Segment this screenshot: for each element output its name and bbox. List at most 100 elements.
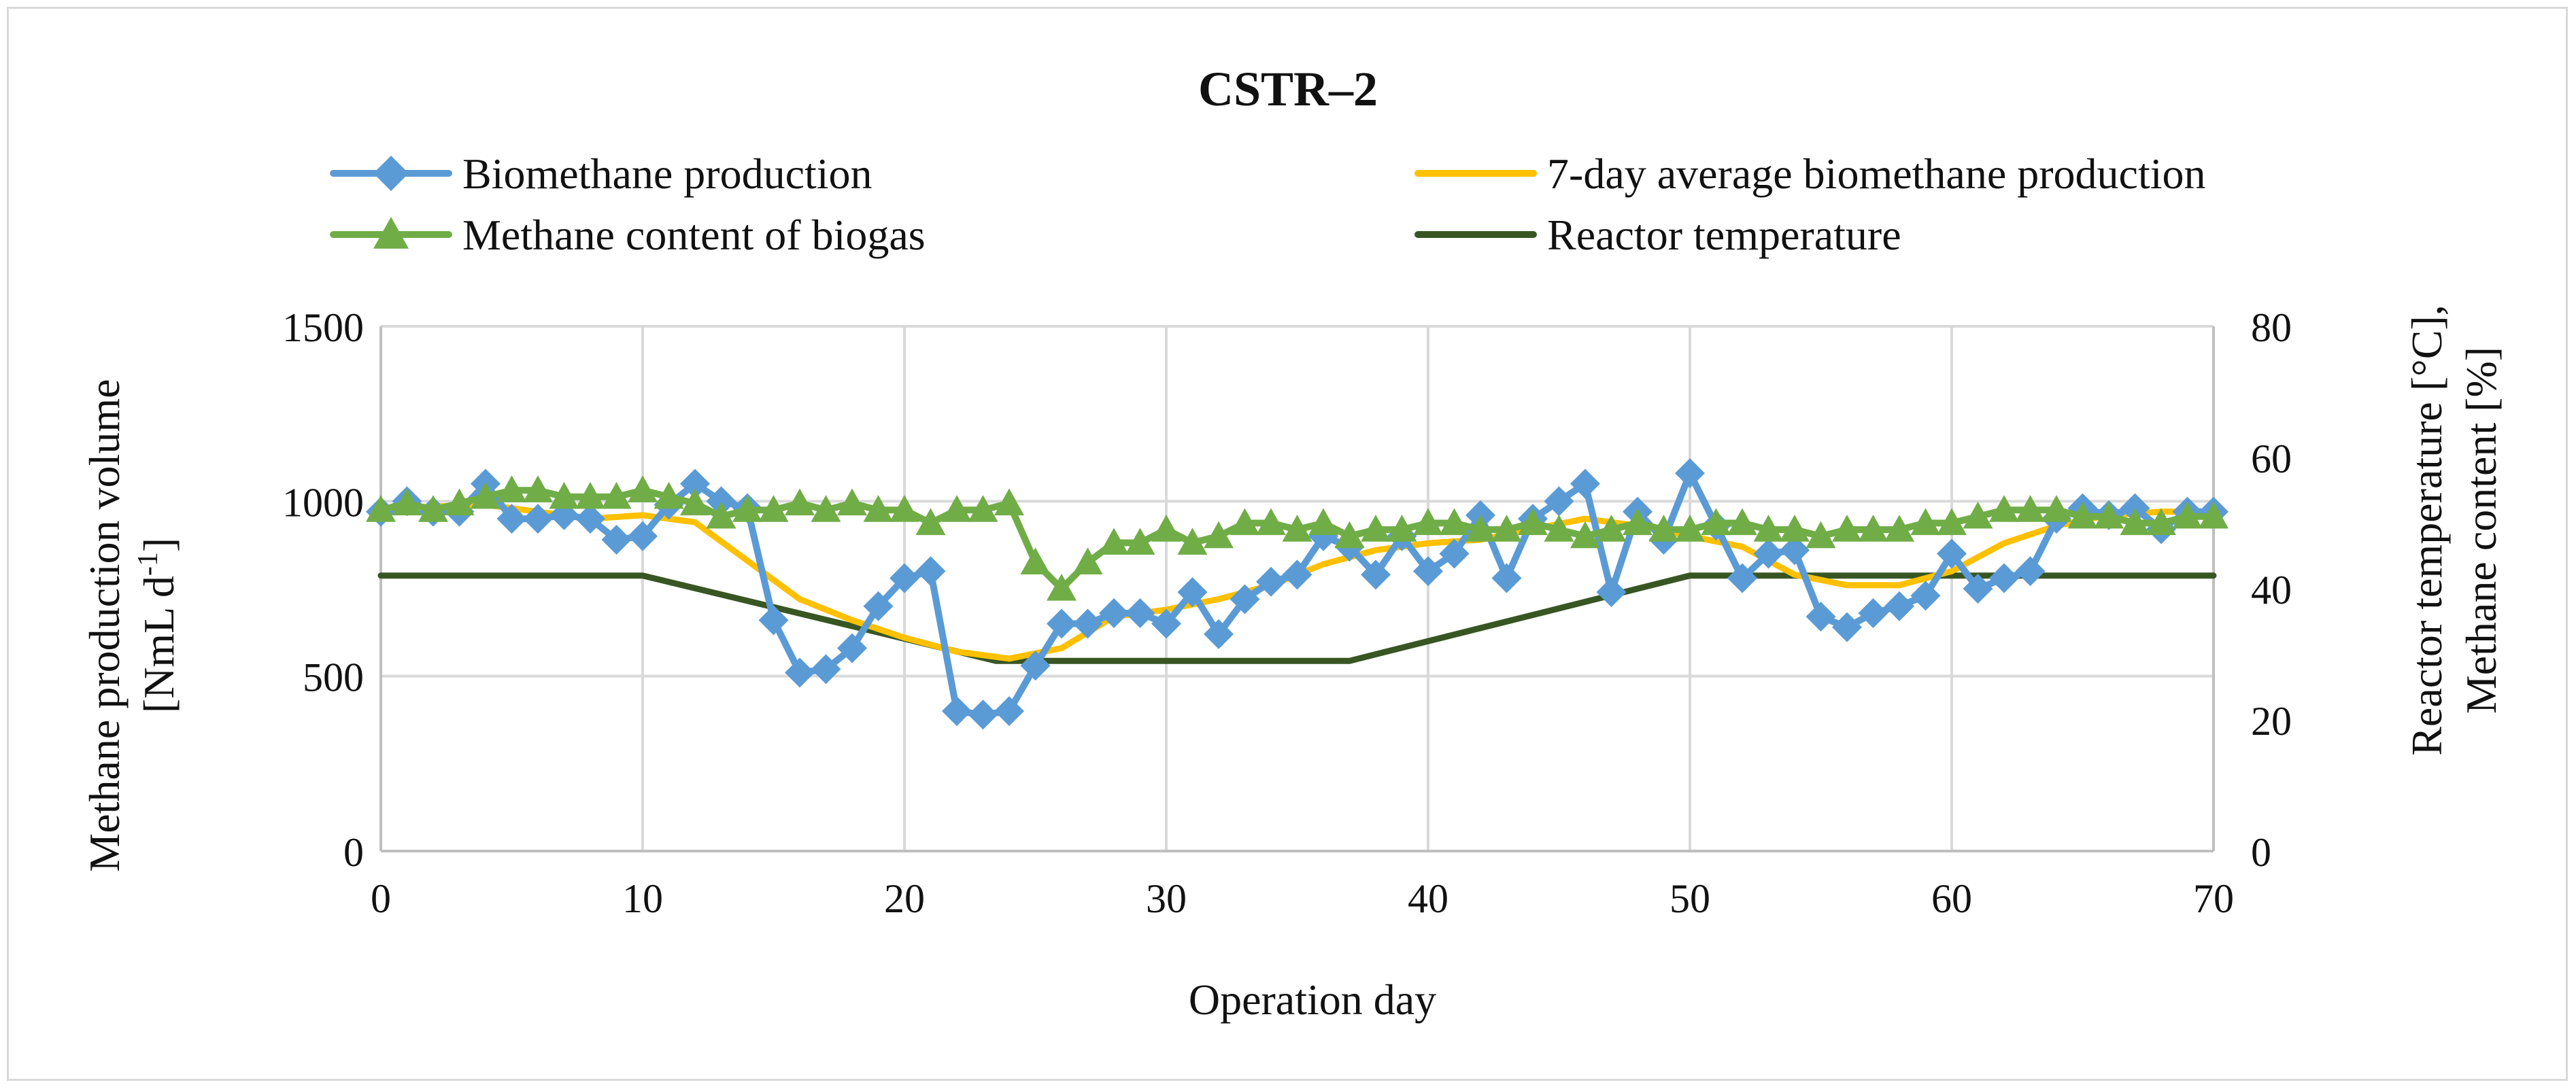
data-point-triangle [994, 488, 1024, 516]
data-point-triangle [1282, 515, 1312, 542]
y-left-axis-label: Methane production volume [NmL d-1] [80, 379, 183, 871]
data-point-triangle [1177, 528, 1208, 555]
data-point-triangle [1884, 515, 1914, 542]
data-point-diamond [1491, 563, 1522, 593]
data-point-triangle [2146, 508, 2176, 536]
legend: Biomethane production 7-day average biome… [330, 150, 2206, 259]
data-point-diamond [1151, 608, 1181, 639]
axes [379, 326, 2215, 852]
data-point-triangle [418, 495, 448, 522]
data-point-triangle [1230, 508, 1260, 536]
data-point-diamond [758, 605, 789, 636]
y-left-tick-label: 500 [303, 655, 364, 700]
legend-item: 7-day average biomethane production [1414, 150, 2206, 198]
tick-labels: 0 500 1000 1500 0 10 20 30 40 50 60 70 0 20 40 60 80 [282, 305, 2292, 921]
data-point-triangle [1675, 515, 1705, 542]
data-point-triangle [601, 481, 632, 509]
data-point-triangle [1648, 515, 1679, 542]
legend-marker-diamond [373, 156, 409, 191]
data-point-triangle [1334, 521, 1365, 549]
data-point-diamond [1099, 598, 1129, 629]
data-point-triangle [1099, 528, 1129, 555]
y-right-tick-label: 20 [2251, 699, 2292, 744]
data-point-triangle [732, 495, 762, 522]
series-biomethane-production [366, 458, 2228, 730]
y-left-label-bracket: ] [135, 538, 183, 552]
data-point-triangle [1989, 495, 2019, 522]
data-point-triangle [1806, 521, 1836, 549]
legend-item: Reactor temperature [1414, 211, 1901, 259]
data-point-triangle [1361, 515, 1391, 542]
data-point-triangle [706, 501, 736, 529]
y-left-tick-label: 1000 [282, 480, 364, 525]
data-point-triangle [1020, 547, 1051, 574]
data-point-diamond [1884, 591, 1914, 621]
data-point-diamond [785, 657, 815, 688]
data-point-triangle [889, 495, 919, 522]
data-point-triangle [758, 495, 789, 522]
data-point-diamond [496, 504, 527, 534]
data-point-triangle [1256, 508, 1286, 536]
data-point-diamond [968, 699, 998, 730]
data-point-diamond [1047, 608, 1077, 639]
x-axis-label: Operation day [1189, 975, 1436, 1024]
y-left-label-line-2: [NmL d-1] [133, 538, 183, 713]
data-point-triangle [1753, 515, 1784, 542]
data-point-diamond [680, 468, 710, 499]
legend-label: Reactor temperature [1547, 211, 1901, 259]
y-right-tick-label: 80 [2251, 305, 2292, 350]
data-point-triangle [1544, 515, 1574, 542]
data-point-diamond [1675, 458, 1705, 489]
x-tick-label: 70 [2193, 876, 2234, 921]
data-point-triangle [1072, 547, 1103, 574]
data-point-diamond [1544, 486, 1574, 517]
data-point-triangle [811, 495, 841, 522]
chart-frame [7, 7, 2568, 1081]
data-point-triangle [1439, 508, 1470, 536]
legend-label: Biomethane production [462, 150, 872, 198]
data-point-diamond [1204, 619, 1234, 649]
data-point-triangle [1518, 508, 1548, 536]
data-point-triangle [1570, 521, 1600, 549]
legend-item: Biomethane production [330, 150, 872, 198]
data-point-triangle [1387, 515, 1417, 542]
y-left-label-unit: [NmL d [135, 576, 183, 713]
data-point-triangle [471, 481, 501, 509]
data-point-triangle [680, 488, 710, 516]
data-point-triangle [654, 481, 684, 509]
data-point-diamond [601, 524, 632, 555]
data-point-diamond [1753, 538, 1784, 569]
data-point-diamond [1963, 574, 1993, 604]
x-tick-label: 40 [1408, 876, 1448, 921]
data-point-triangle [1465, 515, 1495, 542]
y-left-tick-label: 0 [343, 830, 364, 875]
data-point-triangle [1780, 515, 1810, 542]
chart-title: CSTR–2 [1198, 62, 1378, 116]
y-right-tick-label: 0 [2251, 830, 2271, 875]
data-point-triangle [2094, 501, 2124, 529]
data-point-triangle [628, 475, 658, 502]
data-point-diamond [1282, 559, 1312, 590]
data-point-diamond [1361, 559, 1391, 590]
data-point-triangle [1623, 508, 1653, 536]
data-point-diamond [1256, 566, 1286, 597]
series-layer [366, 458, 2228, 730]
data-point-diamond [1020, 651, 1051, 681]
data-point-triangle [2120, 508, 2150, 536]
data-point-triangle [942, 495, 972, 522]
x-tick-label: 30 [1146, 876, 1187, 921]
data-point-triangle [1832, 515, 1862, 542]
legend-item: Methane content of biogas [330, 211, 926, 259]
data-point-triangle [496, 475, 527, 502]
data-point-diamond [811, 654, 841, 685]
legend-marker-triangle [373, 217, 409, 249]
x-tick-label: 20 [884, 876, 925, 921]
data-point-triangle [1413, 508, 1443, 536]
data-point-diamond [1177, 577, 1208, 608]
data-point-diamond [1596, 577, 1627, 608]
data-point-triangle [1596, 515, 1627, 542]
data-point-triangle [2041, 495, 2071, 522]
data-point-triangle [1151, 515, 1181, 542]
data-point-triangle [2067, 501, 2098, 529]
data-point-triangle [1308, 508, 1338, 536]
